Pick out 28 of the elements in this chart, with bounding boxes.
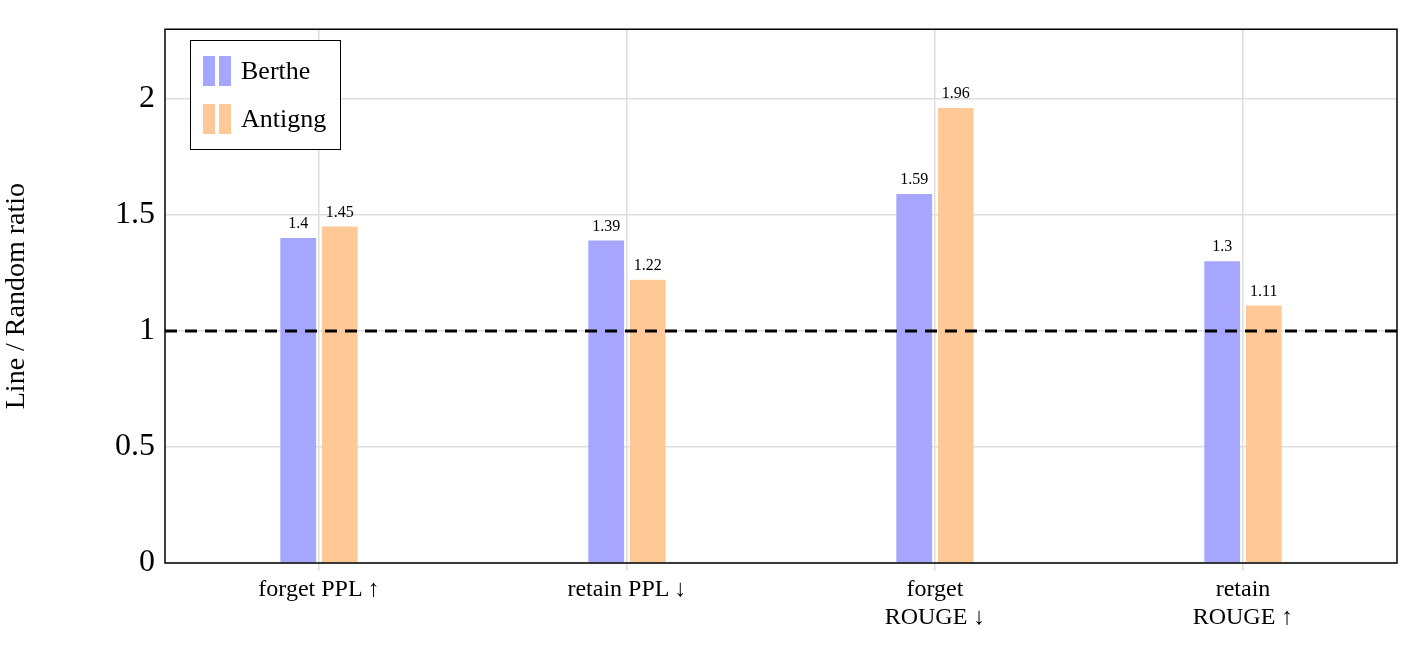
bar [896,193,933,563]
data-label: 1.59 [900,170,929,188]
legend-label: Berthe [241,56,311,87]
x-tick-label: forget PPL ↑ [258,574,380,601]
x-tick-label: retain PPL ↓ [567,574,687,601]
data-label: 1.4 [288,214,309,232]
data-label: 1.96 [941,84,970,102]
data-label: 1.3 [1212,237,1233,255]
legend-label: Antigng [241,104,327,135]
bar [280,238,317,563]
bar [588,240,625,563]
y-axis-title: Line / Random ratio [0,182,31,410]
y-tick-label: 1.5 [115,194,155,231]
x-tick-label: forget ROUGE ↓ [884,574,986,630]
bar [321,226,358,563]
data-label: 1.45 [325,202,354,220]
data-label: 1.39 [592,216,621,234]
y-tick-label: 1 [139,310,155,347]
x-tick-label: retain ROUGE ↑ [1192,574,1294,630]
bar [1204,261,1241,563]
y-tick-label: 0 [139,542,155,579]
bar [937,108,974,563]
y-tick-label: 2 [139,78,155,115]
data-label: 1.22 [633,256,662,274]
bar [1245,305,1282,563]
bar [629,279,666,563]
y-tick-label: 0.5 [115,426,155,463]
data-label: 1.11 [1250,281,1278,299]
